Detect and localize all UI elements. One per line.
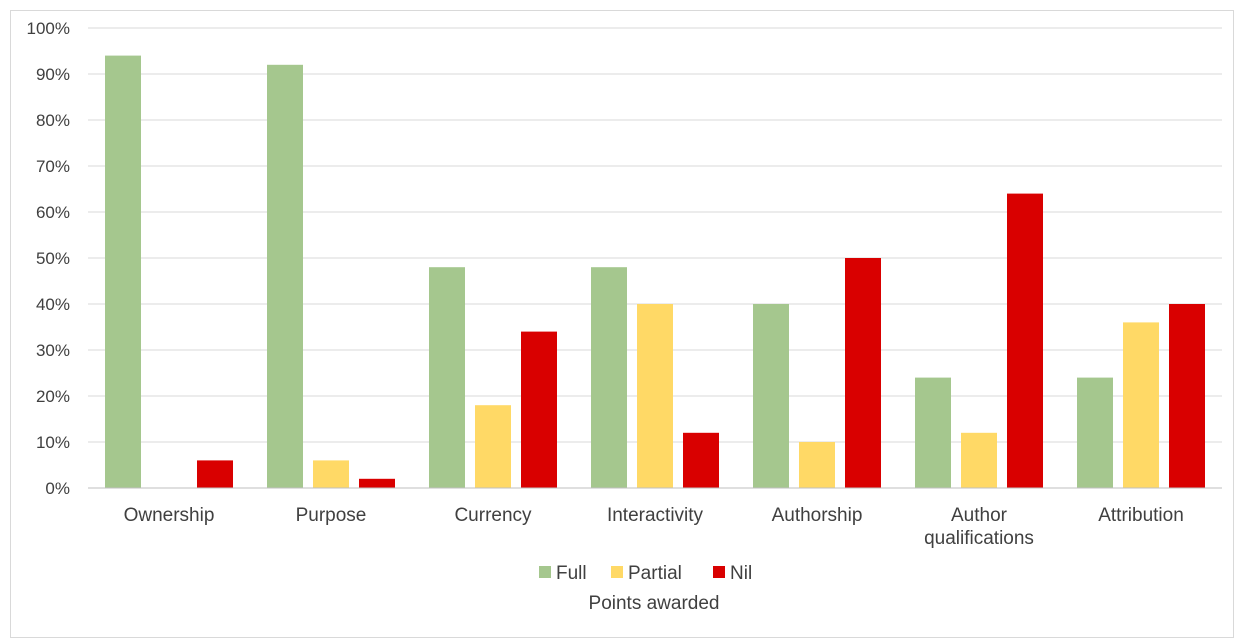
- y-tick-label: 30%: [36, 341, 70, 360]
- bar-full-author-qualifications: [915, 377, 951, 488]
- legend-label-partial: Partial: [628, 563, 682, 584]
- x-axis-title: Points awarded: [589, 593, 720, 614]
- bar-full-purpose: [267, 64, 303, 489]
- y-tick-label: 60%: [36, 203, 70, 222]
- y-axis-tick-labels: 0% 10% 20% 30% 40% 50% 60% 70% 80% 90% 100%: [27, 19, 70, 498]
- y-tick-label: 20%: [36, 387, 70, 406]
- bar-nil-ownership: [197, 460, 233, 488]
- legend: Full Partial Nil: [539, 563, 752, 584]
- category-label: Authorship: [772, 505, 863, 526]
- legend-swatch-nil: [713, 566, 725, 578]
- bars: [105, 55, 1205, 489]
- bar-nil-currency: [521, 331, 557, 488]
- legend-label-full: Full: [556, 563, 587, 584]
- y-tick-label: 80%: [36, 111, 70, 130]
- category-label: Purpose: [296, 505, 367, 526]
- bar-partial-attribution: [1123, 322, 1159, 488]
- bar-full-currency: [429, 267, 465, 488]
- y-tick-label: 40%: [36, 295, 70, 314]
- category-label: Ownership: [124, 505, 215, 526]
- bar-partial-author-qualifications: [961, 432, 997, 488]
- bar-nil-authorship: [845, 258, 881, 488]
- bar-partial-interactivity: [637, 304, 673, 488]
- bar-partial-authorship: [799, 442, 835, 488]
- bar-nil-purpose: [359, 478, 395, 488]
- bar-nil-interactivity: [683, 432, 719, 488]
- y-tick-label: 70%: [36, 157, 70, 176]
- legend-swatch-partial: [611, 566, 623, 578]
- y-tick-label: 0%: [45, 479, 70, 498]
- category-label: Interactivity: [607, 505, 704, 526]
- category-label: Attribution: [1098, 505, 1184, 526]
- bar-partial-currency: [475, 405, 511, 488]
- category-labels: Ownership Purpose Currency Interactivity Aut…: [124, 505, 1184, 549]
- bar-full-authorship: [753, 304, 789, 488]
- bar-nil-attribution: [1169, 304, 1205, 488]
- category-label: Author qualifications: [924, 505, 1034, 549]
- y-tick-label: 50%: [36, 249, 70, 268]
- y-tick-label: 10%: [36, 433, 70, 452]
- bar-nil-author-qualifications: [1007, 193, 1043, 488]
- y-tick-label: 100%: [27, 19, 70, 38]
- legend-swatch-full: [539, 566, 551, 578]
- legend-label-nil: Nil: [730, 563, 752, 584]
- bar-full-attribution: [1077, 377, 1113, 488]
- bar-full-ownership: [105, 55, 141, 488]
- y-tick-label: 90%: [36, 65, 70, 84]
- category-label: Currency: [454, 505, 532, 526]
- bar-partial-purpose: [313, 460, 349, 488]
- bar-full-interactivity: [591, 267, 627, 488]
